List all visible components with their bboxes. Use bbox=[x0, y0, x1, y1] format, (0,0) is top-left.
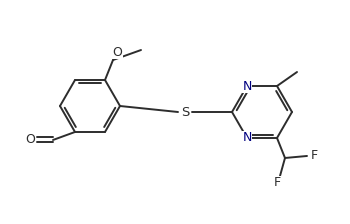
Text: S: S bbox=[181, 106, 189, 118]
Text: N: N bbox=[242, 131, 252, 144]
Text: O: O bbox=[25, 134, 35, 146]
Text: F: F bbox=[310, 149, 317, 162]
Text: N: N bbox=[242, 80, 252, 93]
Text: O: O bbox=[112, 45, 122, 58]
Text: F: F bbox=[273, 177, 281, 190]
